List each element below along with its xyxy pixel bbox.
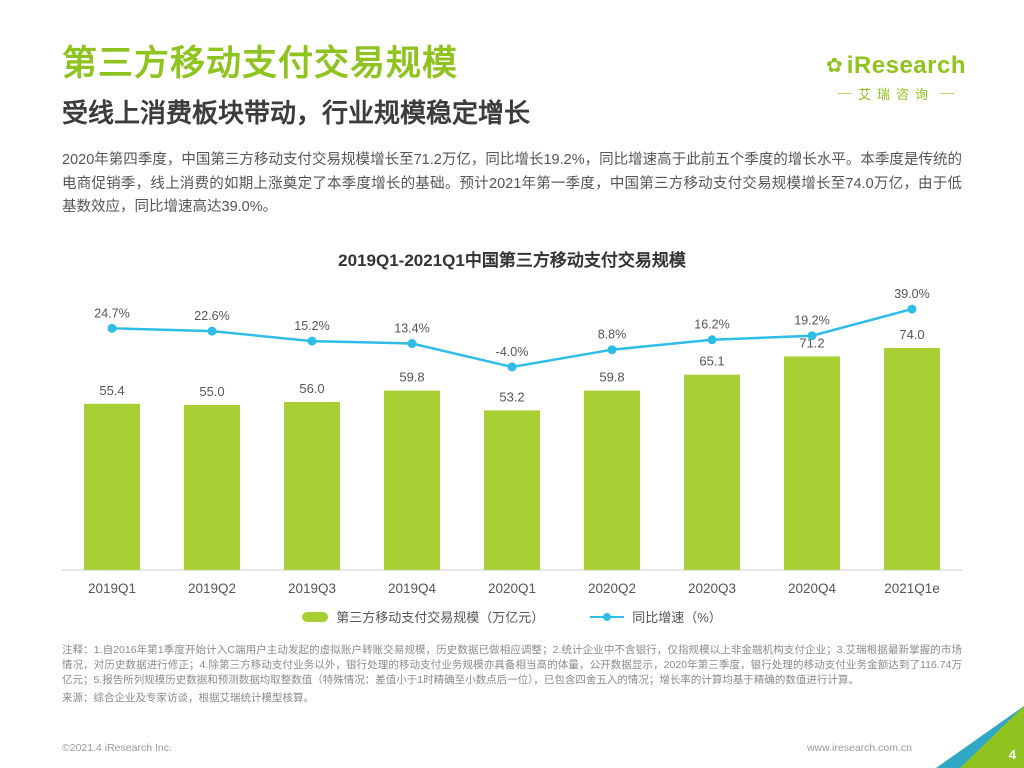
- growth-value-label: 16.2%: [694, 318, 729, 332]
- growth-value-label: 15.2%: [294, 319, 329, 333]
- x-tick-label: 2020Q1: [488, 581, 536, 596]
- legend-bar-label: 第三方移动支付交易规模（万亿元）: [336, 610, 545, 626]
- growth-value-label: -4.0%: [496, 345, 529, 359]
- bar-2021Q1e: [884, 347, 940, 570]
- iresearch-logo: ✿ iResearch 艾瑞咨询: [826, 52, 966, 103]
- legend-item-line: 同比增速（%）: [590, 607, 722, 626]
- source-line: 来源：综合企业及专家访谈，根据艾瑞统计模型核算。: [62, 691, 314, 704]
- bar-2020Q1: [484, 410, 540, 570]
- flower-icon: ✿: [825, 55, 843, 77]
- legend-line-swatch: [590, 612, 625, 622]
- page-number: 4: [1008, 747, 1016, 762]
- page-subtitle: 受线上消费板块带动，行业规模稳定增长: [62, 98, 531, 129]
- logo-cn-row: 艾瑞咨询: [826, 84, 966, 103]
- bar-value-label: 71.2: [799, 335, 824, 350]
- chart-legend: 第三方移动支付交易规模（万亿元） 同比增速（%）: [62, 607, 962, 627]
- bar-2020Q4: [784, 356, 840, 570]
- growth-value-label: 19.2%: [794, 314, 829, 328]
- x-tick-label: 2020Q4: [788, 581, 837, 596]
- legend-line-dot: [603, 612, 612, 621]
- growth-value-label: 22.6%: [194, 309, 229, 323]
- x-tick-label: 2021Q1e: [884, 581, 940, 596]
- logo-brand-text: iResearch: [846, 52, 966, 79]
- bar-value-label: 65.1: [699, 354, 724, 369]
- bar-value-label: 53.2: [499, 389, 524, 404]
- growth-value-label: 24.7%: [94, 306, 129, 320]
- bar-2019Q3: [284, 401, 340, 570]
- growth-value-label: 8.8%: [598, 328, 627, 342]
- x-tick-label: 2020Q3: [688, 581, 736, 596]
- growth-point: [207, 326, 217, 336]
- bar-value-label: 59.8: [399, 369, 424, 384]
- bar-value-label: 56.0: [299, 381, 324, 396]
- x-tick-label: 2019Q4: [388, 581, 437, 596]
- x-tick-label: 2019Q2: [188, 581, 236, 596]
- chart-title: 2019Q1-2021Q1中国第三方移动支付交易规模: [338, 250, 686, 270]
- bar-2019Q2: [184, 404, 240, 570]
- legend-bar-swatch: [302, 611, 329, 622]
- growth-point: [307, 336, 317, 346]
- legend-item-bars: 第三方移动支付交易规模（万亿元）: [302, 607, 544, 626]
- payment-bar-line-chart: 55.4 2019Q1 55.0 2019Q2 56.0 2019Q3 59.8 2019Q4…: [62, 287, 962, 596]
- bar-value-label: 55.4: [99, 383, 124, 398]
- bar-2019Q1: [84, 403, 140, 570]
- logo-dash-left: [837, 93, 852, 94]
- body-paragraph: 2020年第四季度，中国第三方移动支付交易规模增长至71.2万亿，同比增长19.…: [62, 152, 962, 216]
- website-text: www.iresearch.com.cn: [806, 742, 912, 754]
- bar-2020Q3: [684, 374, 740, 570]
- x-tick-label: 2020Q2: [588, 581, 636, 596]
- bar-value-label: 55.0: [199, 384, 224, 399]
- page-title: 第三方移动支付交易规模: [62, 44, 459, 83]
- growth-point: [107, 323, 117, 333]
- chart-area: 55.4 2019Q1 55.0 2019Q2 56.0 2019Q3 59.8 2019Q4…: [62, 275, 962, 627]
- logo-cn-text: 艾瑞咨询: [857, 87, 934, 102]
- growth-value-label: 13.4%: [394, 321, 429, 335]
- growth-point: [707, 335, 717, 345]
- growth-point: [507, 362, 517, 372]
- growth-point: [407, 338, 417, 348]
- bar-value-label: 59.8: [599, 369, 624, 384]
- growth-point: [607, 345, 617, 355]
- x-tick-label: 2019Q1: [88, 581, 136, 596]
- copyright-text: ©2021.4 iResearch Inc.: [62, 742, 172, 754]
- bar-2020Q2: [584, 390, 640, 570]
- bar-2019Q4: [384, 390, 440, 570]
- bar-value-label: 74.0: [899, 327, 924, 342]
- logo-dash-right: [940, 93, 954, 94]
- x-tick-label: 2019Q3: [288, 581, 336, 596]
- growth-point: [907, 304, 917, 314]
- legend-line-label: 同比增速（%）: [632, 610, 722, 626]
- growth-value-label: 39.0%: [894, 287, 929, 301]
- growth-point: [807, 331, 817, 341]
- footnotes: 注释：1.自2016年第1季度开始计入C端用户主动发起的虚拟账户转账交易规模，历…: [62, 643, 962, 687]
